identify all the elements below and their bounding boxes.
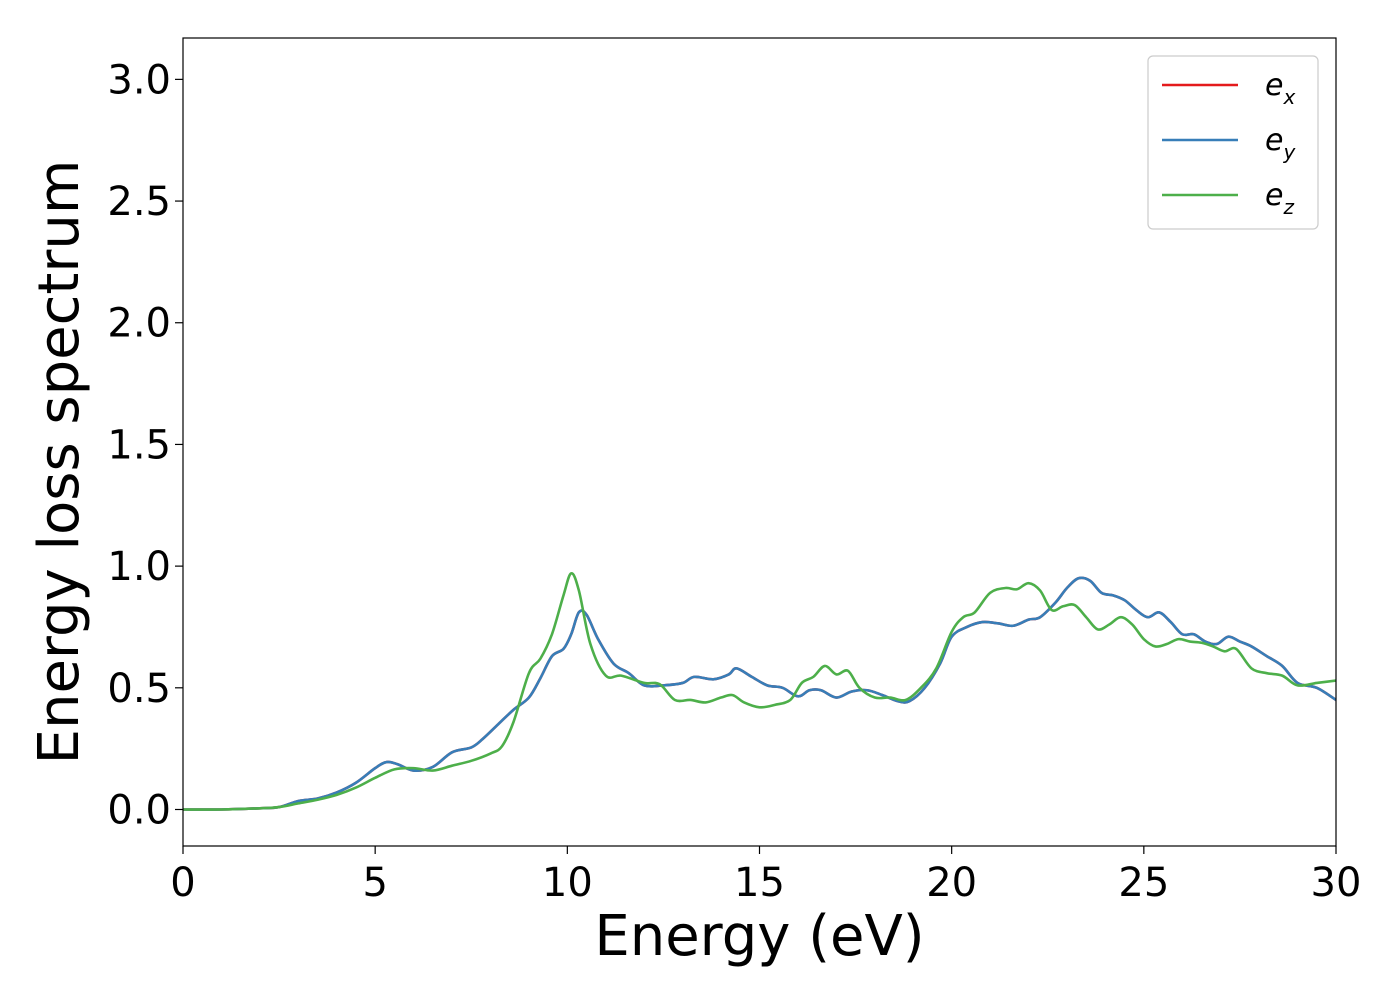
legend-box <box>1147 55 1319 230</box>
x-axis: 0 5 10 15 20 25 30 <box>170 846 1361 906</box>
x-tick-label: 0 <box>170 860 195 906</box>
plot-area <box>183 572 1336 811</box>
x-tick-label: 10 <box>542 860 593 906</box>
legend-label-z: ez <box>1265 178 1294 219</box>
y-tick-label: 3.0 <box>107 57 171 103</box>
y-tick-label: 1.5 <box>107 422 171 468</box>
x-tick-label: 25 <box>1118 860 1169 906</box>
y-tick-label: 2.0 <box>107 301 171 347</box>
legend-label-base: e <box>1265 178 1283 213</box>
legend-label-base: e <box>1265 123 1283 158</box>
legend-label-subscript: z <box>1282 195 1294 219</box>
legend-label-base: e <box>1265 68 1283 103</box>
y-tick-label: 0.5 <box>107 666 171 712</box>
x-tick-label: 15 <box>734 860 785 906</box>
y-axis: 0.0 0.5 1.0 1.5 2.0 2.5 3.0 <box>107 57 183 833</box>
y-tick-label: 2.5 <box>107 179 171 225</box>
series-line-z <box>183 572 1336 811</box>
legend-label-x: ex <box>1265 68 1295 109</box>
y-tick-label: 0.0 <box>107 787 171 833</box>
legend-label-subscript: x <box>1282 85 1295 109</box>
legend-label-y: ey <box>1265 123 1296 164</box>
x-tick-label: 20 <box>926 860 977 906</box>
y-tick-label: 1.0 <box>107 544 171 590</box>
legend-label-subscript: y <box>1282 140 1296 164</box>
x-tick-label: 30 <box>1311 860 1362 906</box>
x-tick-label: 5 <box>362 860 387 906</box>
series-line-y <box>183 576 1336 811</box>
y-axis-title: Energy loss spectrum <box>27 160 92 765</box>
x-axis-title: Energy (eV) <box>594 904 924 969</box>
